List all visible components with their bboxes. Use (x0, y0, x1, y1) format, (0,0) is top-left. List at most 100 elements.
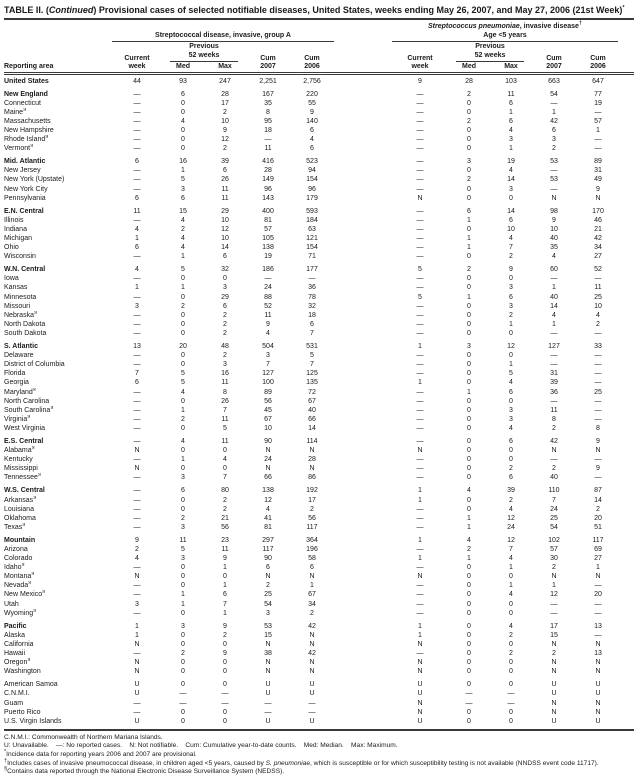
table-row: New Mexico§ — 1 6 25 67 — 0 4 12 20 (4, 590, 634, 599)
cell-value: 138 (262, 487, 274, 495)
cell-value: 55 (308, 99, 316, 107)
cell-value: 0 (181, 424, 185, 432)
cell-value: — (594, 631, 602, 639)
cell-value: 6 (135, 194, 139, 202)
cell-value: — (594, 275, 602, 283)
cell-value: — (133, 275, 141, 283)
cell-value: 4 (135, 266, 139, 274)
cell-value: 17 (221, 99, 229, 107)
cell-value: 0 (181, 447, 185, 455)
table-row: Delaware — 0 2 3 5 — 0 0 — — (4, 351, 634, 360)
cell-value: 140 (306, 117, 318, 125)
row-label: Kentucky (4, 456, 33, 464)
cell-value: 78 (308, 293, 316, 301)
table-row: Rhode Island§ — 0 12 — 4 — 0 3 3 — (4, 135, 634, 144)
cell-value: U (551, 690, 557, 698)
cell-value: 32 (221, 266, 229, 274)
cell-value: 19 (594, 99, 602, 107)
cell-value: 0 (181, 108, 185, 116)
cell-value: 2 (467, 117, 471, 125)
cell-value: 0 (509, 708, 513, 716)
column-spacer (334, 631, 392, 640)
cell-value: — (550, 185, 558, 193)
row-footnote-marker: § (37, 473, 41, 479)
row-label: Oklahoma (4, 514, 36, 522)
table-row: Idaho§ — 0 1 6 6 — 0 1 2 1 (4, 563, 634, 572)
cell-value: — (416, 564, 424, 572)
cell-value: — (133, 609, 141, 617)
cell-value: 170 (592, 207, 604, 215)
cell-value: — (133, 253, 141, 261)
cell-value: 53 (550, 158, 558, 166)
cell-value: — (416, 650, 424, 658)
row-footnote-marker: § (31, 572, 35, 577)
cell-value: 0 (181, 329, 185, 337)
cell-value: N (265, 465, 271, 473)
cell-value: 39 (221, 158, 229, 166)
table-row: W.N. Central 4 5 32 186 177 5 2 9 60 52 (4, 265, 634, 274)
cell-value: 15 (264, 631, 272, 639)
cell-value: 3 (552, 136, 556, 144)
cell-value: 0 (467, 447, 471, 455)
cell-value: 67 (264, 415, 272, 423)
column-spacer (334, 505, 392, 514)
cell-value: 1 (418, 496, 422, 504)
cell-value: 11 (133, 207, 141, 215)
cell-value: 7 (135, 370, 139, 378)
column-spacer (334, 99, 392, 108)
cell-value: 31 (594, 167, 602, 175)
cell-value: 100 (262, 379, 274, 387)
row-label: Maine§ (4, 107, 27, 116)
table-row: Colorado 4 3 9 90 58 1 1 4 30 27 (4, 554, 634, 563)
col-header-med-g1: Med (176, 63, 190, 70)
cell-value: — (133, 650, 141, 658)
column-spacer (334, 329, 392, 338)
cell-value: U (417, 717, 423, 725)
table-row: Alabama§ N 0 0 N N N 0 0 N N (4, 446, 634, 455)
cell-value: 1 (181, 406, 185, 414)
cell-value: 28 (465, 77, 473, 85)
column-spacer (334, 572, 392, 581)
cell-value: — (416, 609, 424, 617)
cell-value: 6 (310, 126, 314, 134)
cell-value: 7 (223, 474, 227, 482)
cell-value: 57 (594, 117, 602, 125)
cell-value: 0 (467, 352, 471, 360)
cell-value: 1 (418, 622, 422, 630)
row-label: West Virginia (4, 424, 45, 432)
cell-value: 35 (550, 244, 558, 252)
row-label: New York (Upstate) (4, 176, 65, 184)
cell-value: 15 (550, 631, 558, 639)
cell-value: 89 (264, 388, 272, 396)
cell-value: 72 (308, 388, 316, 396)
cell-value: 0 (467, 609, 471, 617)
table-row: Puerto Rico — 0 0 — — N 0 0 N N (4, 708, 634, 717)
footnote-dagger-species: S. pneumoniae (265, 759, 311, 767)
cell-value: 12 (221, 225, 229, 233)
cell-value: 0 (509, 447, 513, 455)
table-row: Indiana 4 2 12 57 63 — 0 10 10 21 (4, 225, 634, 234)
row-label: Illinois (4, 216, 24, 224)
cell-value: — (594, 329, 602, 337)
cell-value: 9 (552, 216, 556, 224)
cell-value: 52 (264, 302, 272, 310)
table-row: New England — 6 28 167 220 — 2 11 54 77 (4, 90, 634, 99)
row-label: Vermont§ (4, 144, 34, 153)
cell-value: — (416, 361, 424, 369)
table-row: S. Atlantic 13 20 48 504 531 1 3 12 127 33 (4, 342, 634, 351)
cell-value: 135 (306, 379, 318, 387)
cell-value: 0 (509, 573, 513, 581)
cell-value: 19 (507, 158, 515, 166)
cell-value: 364 (306, 536, 318, 544)
column-spacer (334, 486, 392, 495)
cell-value: 0 (181, 352, 185, 360)
cell-value: 10 (221, 216, 229, 224)
cell-value: 9 (596, 465, 600, 473)
column-spacer (334, 514, 392, 523)
cell-value: — (594, 361, 602, 369)
cell-value: 90 (264, 437, 272, 445)
column-spacer (334, 397, 392, 406)
cell-value: 41 (264, 514, 272, 522)
row-label: Guam (4, 699, 24, 707)
cell-value: 125 (306, 370, 318, 378)
